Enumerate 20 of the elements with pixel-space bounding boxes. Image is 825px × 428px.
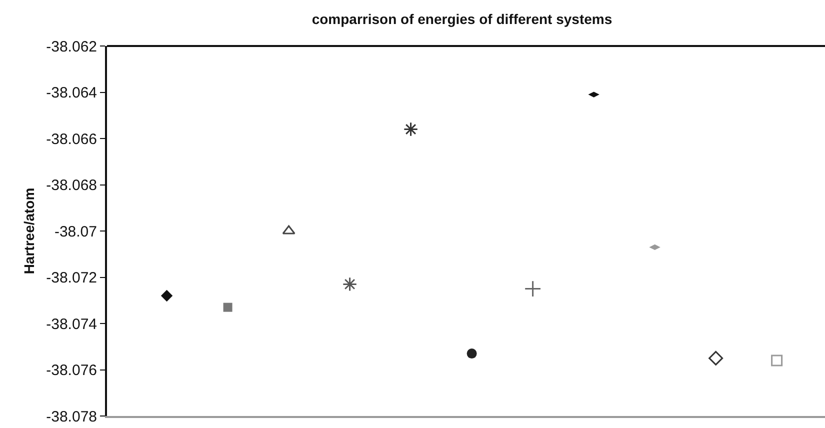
point <box>466 348 477 359</box>
y-tick-label: -38.062 <box>46 38 97 56</box>
point <box>708 350 724 366</box>
point <box>771 354 783 366</box>
y-tick-label: -38.068 <box>46 177 97 194</box>
y-tick-label: -38.076 <box>46 362 97 379</box>
y-tick-label: -38.074 <box>46 316 97 333</box>
point <box>524 280 542 298</box>
y-tick-label: -38.07 <box>54 223 97 240</box>
y-tick-label: -38.072 <box>46 270 97 286</box>
chart-title: comparrison of energies of different systems <box>312 11 612 28</box>
y-tick-label: -38.078 <box>46 408 97 426</box>
y-tick-label: -38.066 <box>46 130 97 148</box>
point <box>342 276 358 292</box>
y-axis-title: Hartree/atom <box>21 188 38 274</box>
y-tick-label: -38.064 <box>46 84 97 102</box>
point <box>403 122 418 137</box>
point <box>160 290 173 302</box>
point <box>282 225 296 234</box>
point <box>223 302 232 312</box>
